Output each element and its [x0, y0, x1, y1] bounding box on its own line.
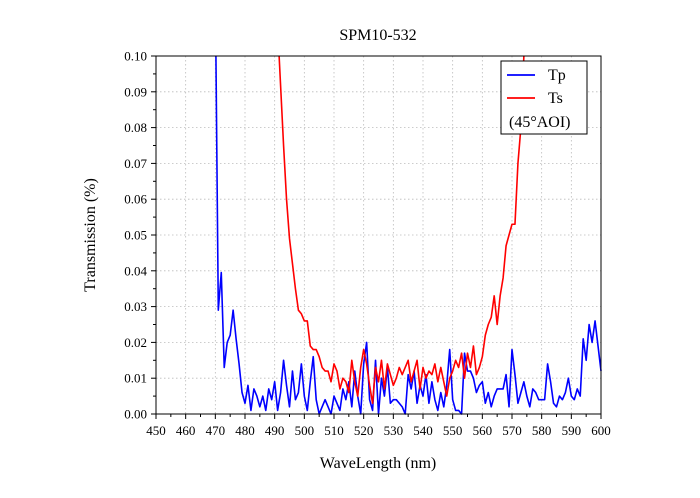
y-tick-label: 0.03: [124, 299, 147, 314]
chart-title: SPM10-532: [339, 27, 416, 44]
y-axis-title: Transmission (%): [82, 178, 99, 292]
x-tick-label: 600: [591, 423, 611, 438]
y-tick-label: 0.10: [124, 49, 147, 64]
x-tick-label: 550: [443, 423, 463, 438]
x-tick-label: 450: [146, 423, 166, 438]
y-tick-label: 0.00: [124, 407, 147, 422]
y-tick-label: 0.05: [124, 228, 147, 243]
y-tick-label: 0.08: [124, 120, 147, 135]
x-tick-label: 520: [354, 423, 374, 438]
x-tick-label: 470: [206, 423, 226, 438]
x-tick-label: 540: [413, 423, 433, 438]
x-axis: 450 460 470 480 490 500 510 520 530 540 550 560 570 5…: [146, 414, 611, 438]
x-tick-label: 570: [502, 423, 522, 438]
x-tick-label: 500: [295, 423, 315, 438]
y-tick-label: 0.06: [124, 192, 147, 207]
y-axis: 0.00 0.01 0.02 0.03 0.04 0.05 0.06 0.07 0.08 0.09…: [124, 49, 156, 422]
y-tick-label: 0.04: [124, 263, 147, 278]
x-tick-label: 530: [384, 423, 404, 438]
x-tick-label: 490: [265, 423, 285, 438]
legend: Tp Ts (45°AOI): [500, 60, 588, 135]
y-tick-label: 0.09: [124, 84, 147, 99]
y-tick-label: 0.01: [124, 371, 147, 386]
plot-lines: [215, 55, 602, 415]
x-tick-label: 510: [324, 423, 344, 438]
x-tick-label: 460: [176, 423, 196, 438]
legend-label-ts: Ts: [548, 90, 563, 107]
legend-note: (45°AOI): [509, 114, 571, 131]
x-tick-label: 590: [562, 423, 582, 438]
series-line-ts: [278, 55, 525, 405]
x-tick-label: 560: [473, 423, 493, 438]
legend-label-tp: Tp: [548, 67, 566, 84]
x-tick-label: 580: [532, 423, 552, 438]
x-axis-title: WaveLength (nm): [320, 455, 436, 472]
y-tick-label: 0.02: [124, 335, 147, 350]
x-tick-label: 480: [235, 423, 255, 438]
y-tick-label: 0.07: [124, 156, 147, 171]
series-line-tp: [215, 55, 602, 415]
